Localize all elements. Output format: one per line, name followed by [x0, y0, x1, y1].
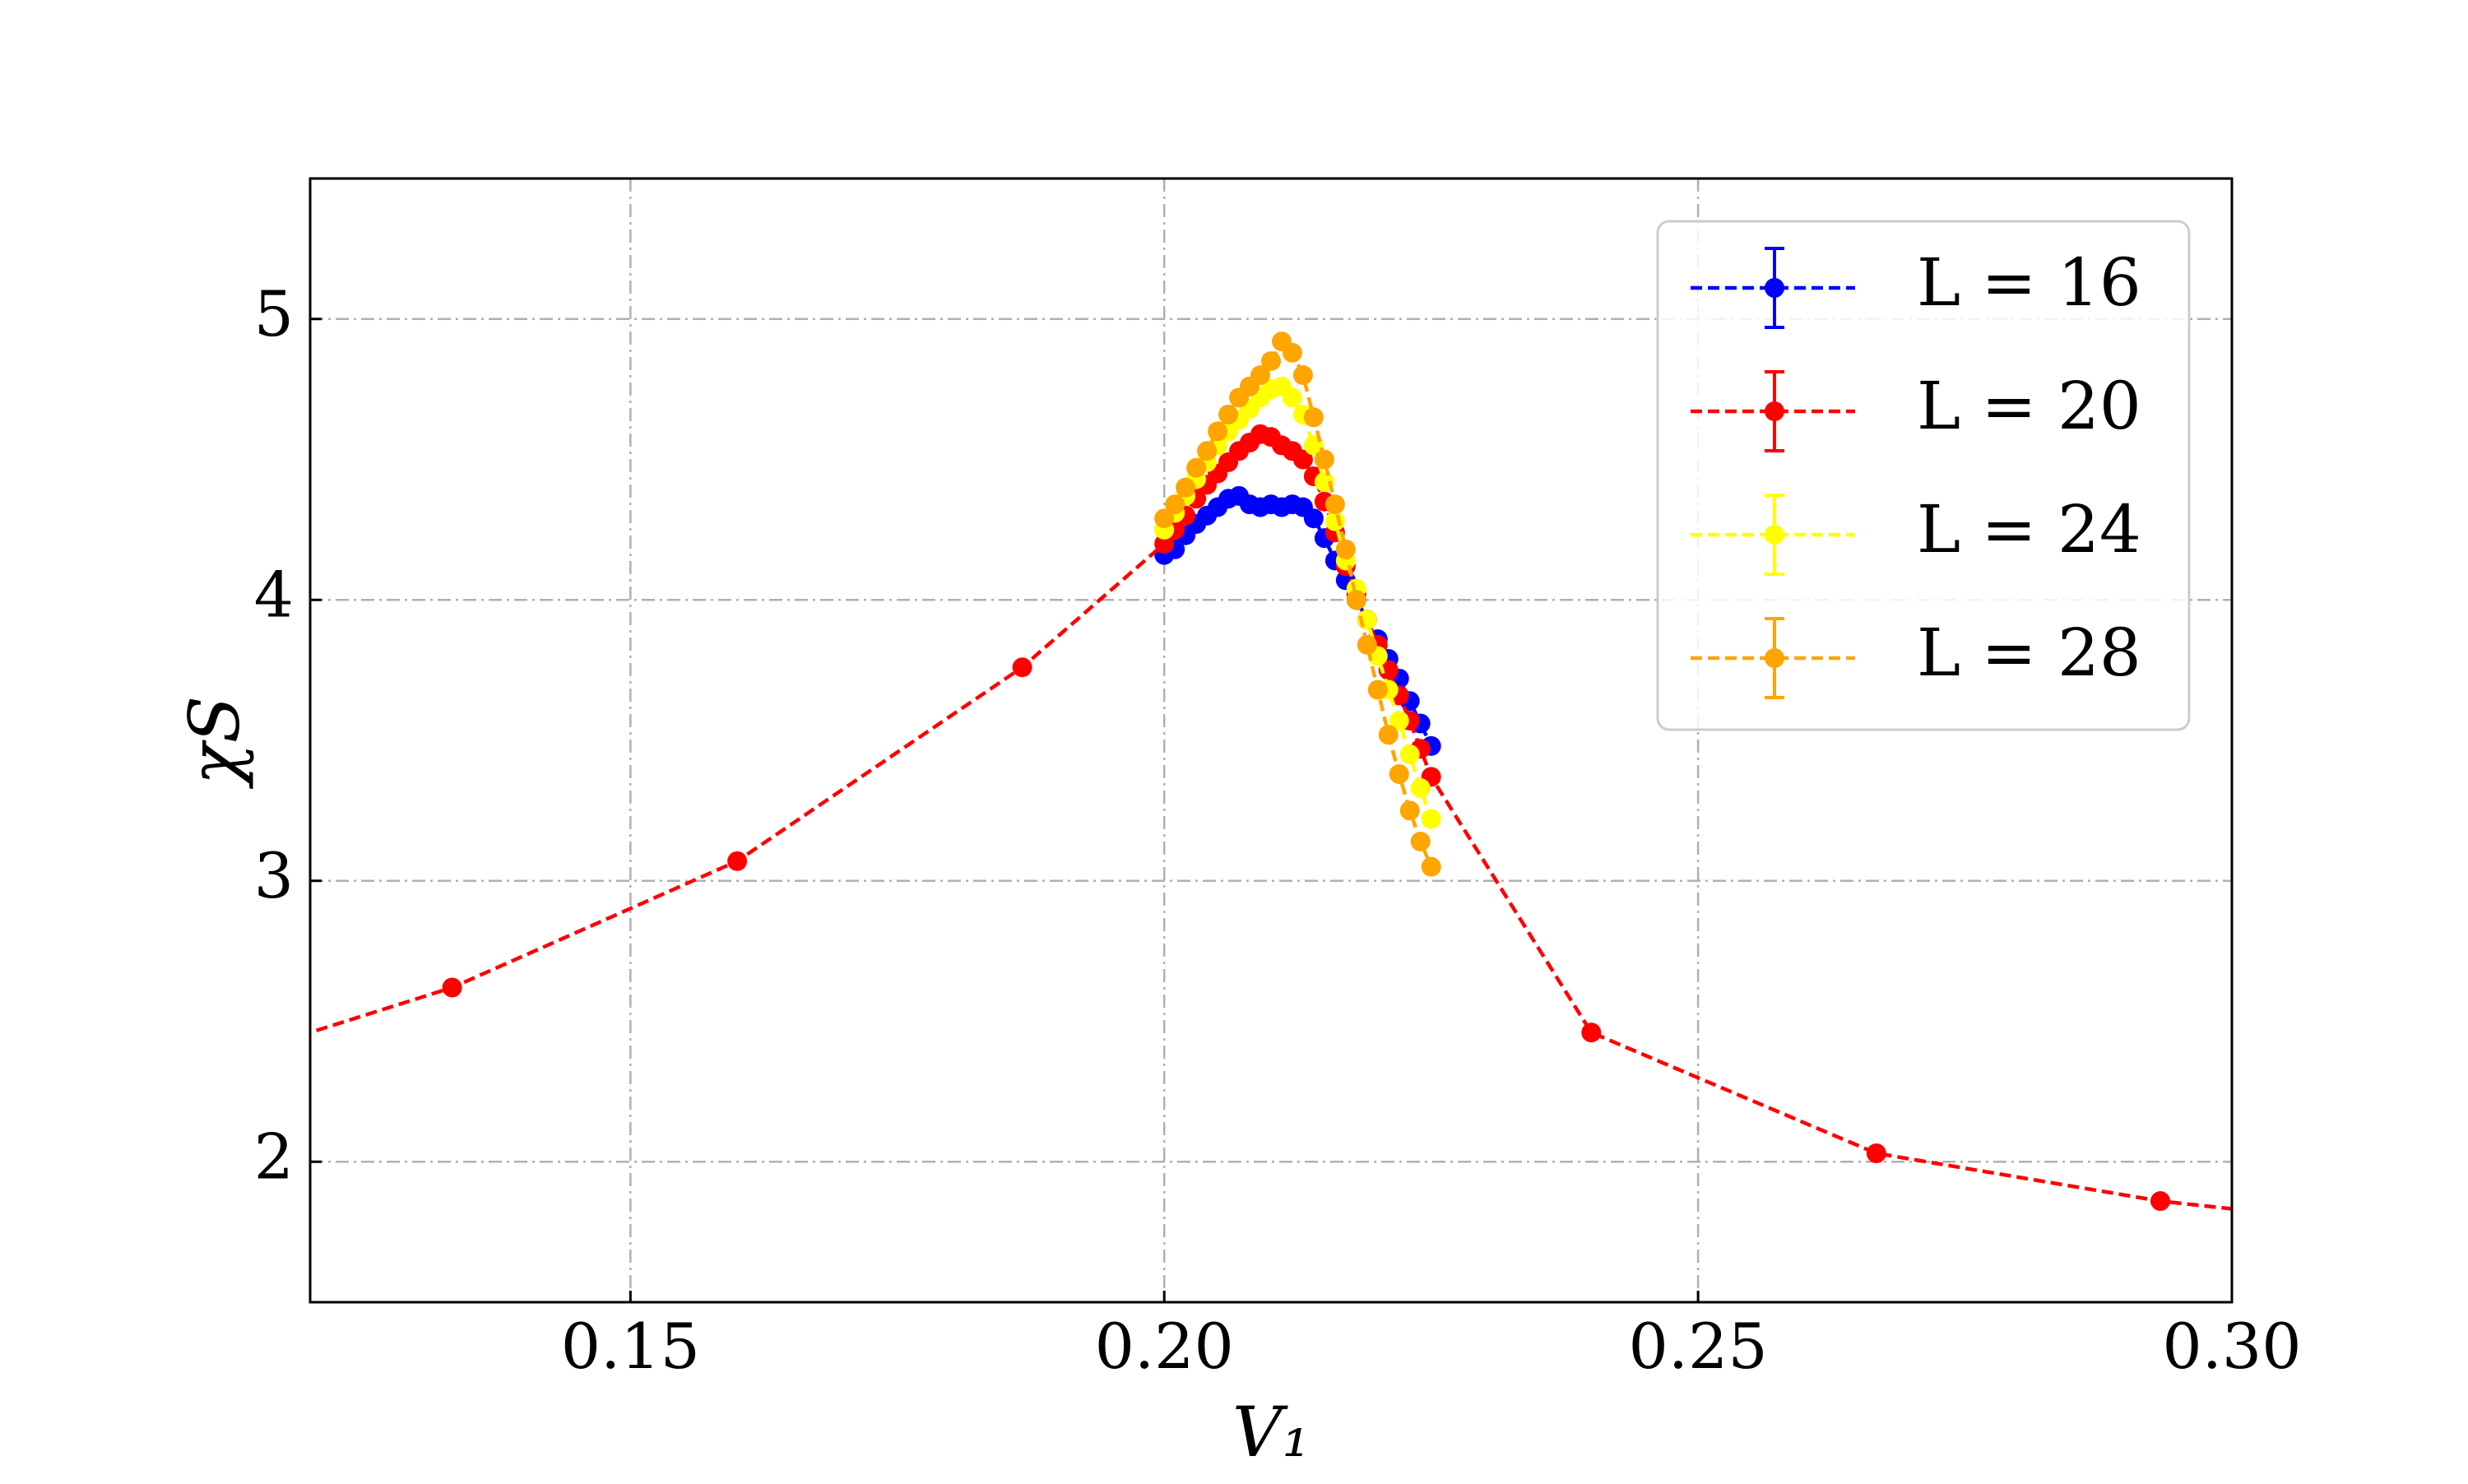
data-point: [1303, 407, 1324, 428]
legend-label: L = 20: [1917, 368, 2141, 444]
data-point: [1324, 511, 1345, 531]
data-point: [1367, 679, 1388, 700]
legend-marker: [1765, 648, 1784, 668]
data-point: [1154, 533, 1175, 554]
data-point: [1197, 441, 1218, 461]
data-point: [1399, 800, 1420, 821]
series-line: [1163, 494, 1433, 747]
data-point: [1410, 831, 1431, 851]
x-tick-label: 0.15: [561, 1310, 700, 1383]
y-axis-label: χS: [174, 696, 255, 789]
y-tick-label: 4: [254, 558, 294, 631]
data-point: [1012, 657, 1032, 678]
data-point: [1581, 1023, 1602, 1043]
data-point: [1324, 494, 1345, 515]
data-point: [1335, 539, 1356, 559]
legend-label: L = 28: [1917, 614, 2141, 691]
data-point: [1378, 660, 1399, 680]
data-point: [1154, 508, 1175, 529]
data-point: [1282, 342, 1302, 363]
y-tick-label: 3: [254, 839, 294, 912]
y-tick-label: 2: [254, 1120, 294, 1193]
data-point: [1357, 634, 1377, 655]
legend-label: L = 24: [1917, 491, 2141, 568]
x-tick-label: 0.25: [1629, 1310, 1768, 1383]
data-point: [1303, 508, 1324, 529]
legend-box: [1656, 220, 2191, 731]
data-point: [1421, 809, 1441, 829]
x-tick-label: 0.30: [2162, 1310, 2301, 1383]
data-point: [727, 851, 748, 871]
legend-marker: [1765, 525, 1784, 545]
ticks: 0.15 0.20 0.25 0.30 2 3 4 5: [254, 277, 2302, 1383]
data-point: [1378, 725, 1399, 745]
data-point: [1176, 477, 1196, 498]
data-point: [1866, 1143, 1886, 1164]
x-axis-label: V₁: [1232, 1392, 1310, 1472]
data-point: [1410, 778, 1431, 799]
axes-frame: [308, 177, 2234, 1304]
y-tick-label: 5: [254, 277, 294, 350]
data-point: [1218, 404, 1239, 424]
data-point: [1282, 387, 1302, 408]
data-point: [442, 977, 462, 998]
legend-marker: [1765, 278, 1784, 298]
data-point: [1292, 365, 1313, 386]
data-point: [1292, 449, 1313, 470]
legend-marker: [1765, 401, 1784, 421]
data-point: [158, 1068, 178, 1087]
data-point: [1389, 763, 1409, 784]
data-point: [1250, 365, 1271, 386]
x-tick-label: 0.20: [1095, 1310, 1234, 1383]
legend-label: L = 16: [1917, 244, 2141, 321]
legend: L = 16 L = 20 L = 24 L = 28: [1656, 220, 2191, 731]
data-point: [1165, 494, 1185, 515]
data-point: [1346, 590, 1366, 610]
data-point: [1314, 449, 1334, 470]
data-point: [2150, 1191, 2171, 1212]
data-point: [2436, 1222, 2456, 1242]
plot-area: [158, 332, 2456, 1242]
data-point: [1186, 457, 1207, 478]
data-point: [1261, 350, 1281, 371]
data-point: [1399, 744, 1420, 765]
data-point: [1421, 856, 1441, 877]
data-point: [1389, 711, 1409, 731]
data-point: [1208, 421, 1228, 442]
